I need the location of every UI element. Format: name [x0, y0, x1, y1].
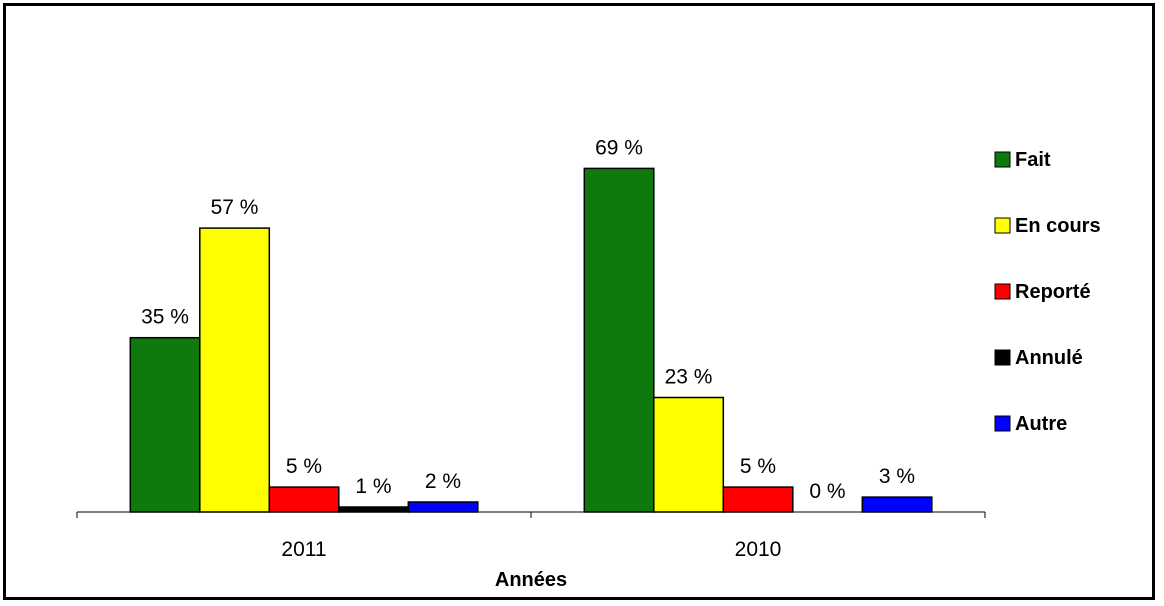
x-axis-title: Années	[495, 569, 567, 591]
data-label-fait-2011: 35 %	[141, 306, 189, 329]
data-label-en-cours-2011: 57 %	[211, 196, 259, 219]
legend-label-report-: Reporté	[1015, 281, 1091, 303]
bar-annul--2011	[338, 506, 410, 513]
data-labels-layer: 35 % 57 % 5 % 1 % 2 % 69 % 23 % 5 % 0 % 3 %	[141, 136, 915, 503]
legend-label-annul-: Annulé	[1015, 347, 1083, 369]
x-tick-label-2010: 2010	[735, 538, 782, 561]
legend-label-autre: Autre	[1015, 413, 1067, 435]
data-label-autre-2011: 2 %	[425, 470, 461, 493]
legend-label-fait: Fait	[1015, 149, 1051, 171]
legend-swatch-fait	[994, 151, 1011, 168]
legend-swatch-autre	[994, 415, 1011, 432]
data-label-fait-2010: 69 %	[595, 136, 643, 159]
legend-label-en-cours: En cours	[1015, 215, 1101, 237]
bar-fait-2010	[583, 167, 655, 513]
legend: Fait En cours Reporté Annulé Autre	[994, 149, 1101, 435]
bar-autre-2010	[861, 496, 933, 513]
data-label-report--2010: 5 %	[740, 455, 776, 478]
bar-report--2010	[722, 486, 794, 513]
bar-fait-2011	[129, 336, 201, 513]
legend-swatch-annul-	[994, 349, 1011, 366]
bar-report--2011	[268, 486, 340, 513]
bar-en-cours-2010	[653, 396, 725, 513]
data-label-annul--2010: 0 %	[809, 480, 845, 503]
data-label-en-cours-2010: 23 %	[665, 366, 713, 389]
data-label-annul--2011: 1 %	[355, 475, 391, 498]
bars-layer	[129, 167, 933, 513]
x-tick-label-2011: 2011	[281, 538, 326, 561]
data-label-report--2011: 5 %	[286, 455, 322, 478]
bar-en-cours-2011	[199, 227, 271, 513]
x-axis-ticks: 2011 2010	[76, 512, 986, 561]
legend-swatch-report-	[994, 283, 1011, 300]
bar-autre-2011	[407, 501, 479, 513]
legend-swatch-en-cours	[994, 217, 1011, 234]
data-label-autre-2010: 3 %	[879, 465, 915, 488]
